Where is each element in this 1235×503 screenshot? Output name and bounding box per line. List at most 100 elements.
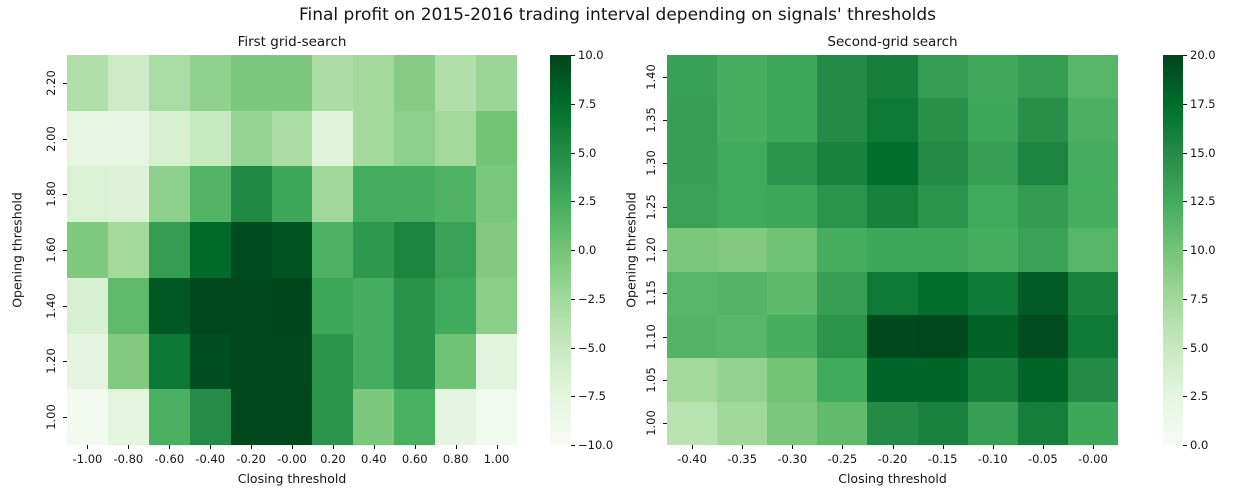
x-tick-mark [292, 445, 293, 449]
heatmap-cell [67, 333, 108, 390]
heatmap-cell [1017, 271, 1068, 315]
heatmap-cell [435, 333, 477, 390]
heatmap-cell [476, 222, 517, 278]
colorbar-tick-label: −2.5 [578, 291, 606, 306]
colorbar-tick-mark [571, 152, 575, 154]
heatmap-cell [767, 98, 818, 142]
x-tick-mark [792, 445, 794, 449]
subplot-second-grid-search: Second-grid search Closing threshold Ope… [624, 35, 1118, 486]
heatmap-cell [353, 333, 395, 390]
colorbar-tick-label: 17.5 [1190, 96, 1216, 111]
colorbar-tick-label: 0.0 [1190, 438, 1209, 452]
heatmap-cell [189, 333, 231, 390]
y-tick-mark [663, 76, 667, 78]
heatmap-cell [1067, 141, 1118, 185]
heatmap-cell [189, 110, 231, 167]
x-tick-label: -0.15 [927, 452, 958, 466]
y-tick-mark [663, 336, 667, 338]
heatmap-cell [394, 277, 436, 334]
heatmap-cell [107, 55, 149, 111]
x-tick-label: -0.80 [113, 452, 144, 466]
heatmap-cell [1017, 228, 1068, 272]
heatmap-cell [967, 358, 1018, 402]
y-axis-label: Opening threshold [623, 192, 639, 308]
heatmap-cell [867, 141, 918, 185]
heatmap-cell [353, 166, 395, 223]
heatmap-cell [967, 271, 1018, 315]
x-tick-mark [455, 445, 457, 449]
heatmap-cell [148, 110, 190, 167]
heatmap-cell [271, 277, 313, 334]
heatmap-cell [394, 110, 436, 167]
heatmap-cell [667, 55, 718, 99]
heatmap-cell [667, 98, 718, 142]
heatmap-cell [917, 184, 968, 229]
x-tick-label: -0.10 [977, 452, 1008, 466]
heatmap-cell [717, 401, 768, 445]
y-tick-label: 1.00 [44, 404, 58, 430]
axis-title: First grid-search [237, 34, 347, 50]
heatmap-cell [394, 222, 436, 278]
heatmap-cell [767, 401, 818, 445]
heatmap-cell [967, 141, 1018, 185]
x-tick-label: -0.40 [195, 452, 226, 466]
heatmap-cell [435, 55, 477, 111]
heatmap-cell [230, 110, 272, 167]
heatmap-cell [1067, 358, 1118, 402]
colorbar-tick-mark [1183, 55, 1187, 56]
colorbar-tick-label: 7.5 [1190, 291, 1209, 306]
colorbar-tick-mark [571, 250, 575, 251]
x-tick-label: -1.00 [72, 452, 103, 466]
heatmap-cell [312, 277, 354, 334]
heatmap-grid [67, 55, 517, 445]
heatmap-cell [967, 55, 1018, 99]
x-tick-mark [496, 445, 498, 449]
heatmap-cell [353, 277, 395, 334]
heatmap-cell [717, 271, 768, 315]
heatmap-cell [667, 271, 718, 315]
colorbar-tick-mark [571, 445, 575, 446]
heatmap-cell [817, 271, 868, 315]
colorbar-tick-mark [571, 298, 575, 300]
y-tick-mark [663, 163, 667, 165]
heatmap-cell [435, 166, 477, 223]
heatmap-cell [107, 110, 149, 167]
heatmap-cell [667, 358, 718, 402]
heatmap-cell [917, 55, 968, 99]
y-tick-label: 2.00 [44, 125, 58, 152]
heatmap-cell [189, 166, 231, 223]
y-tick-mark [663, 380, 667, 381]
x-tick-label: -0.25 [827, 452, 858, 466]
heatmap-cell [967, 98, 1018, 142]
heatmap-cell [767, 184, 818, 229]
heatmap-cell [189, 55, 231, 111]
heatmap-cell [817, 55, 868, 99]
heatmap-cell [107, 277, 149, 334]
heatmap-cell [767, 141, 818, 185]
heatmap-cell [917, 358, 968, 402]
colorbar-tick-mark [571, 347, 575, 349]
y-tick-label: 1.15 [644, 280, 658, 307]
heatmap-cell [717, 228, 768, 272]
heatmap-cell [717, 55, 768, 99]
heatmap-cell [817, 98, 868, 142]
heatmap-cell [867, 98, 918, 142]
heatmap-cell [767, 358, 818, 402]
heatmap-cell [230, 222, 272, 278]
heatmap-cell [271, 333, 313, 390]
x-axis-label: Closing threshold [838, 471, 947, 486]
heatmap-cell [1067, 98, 1118, 142]
colorbar-tick-mark [1183, 347, 1187, 349]
heatmap-cell [435, 222, 477, 278]
y-tick-mark [63, 138, 67, 140]
heatmap-cell [967, 401, 1018, 445]
colorbar-tick-label: 12.5 [1190, 194, 1216, 209]
heatmap-cell [107, 166, 149, 223]
x-tick-mark [169, 445, 171, 449]
y-tick-label: 1.25 [644, 193, 658, 220]
heatmap-cell [189, 389, 231, 445]
colorbar-tick-label: 5.0 [578, 145, 597, 160]
colorbar-tick-label: 10.0 [578, 48, 604, 62]
heatmap-cell [148, 389, 190, 445]
